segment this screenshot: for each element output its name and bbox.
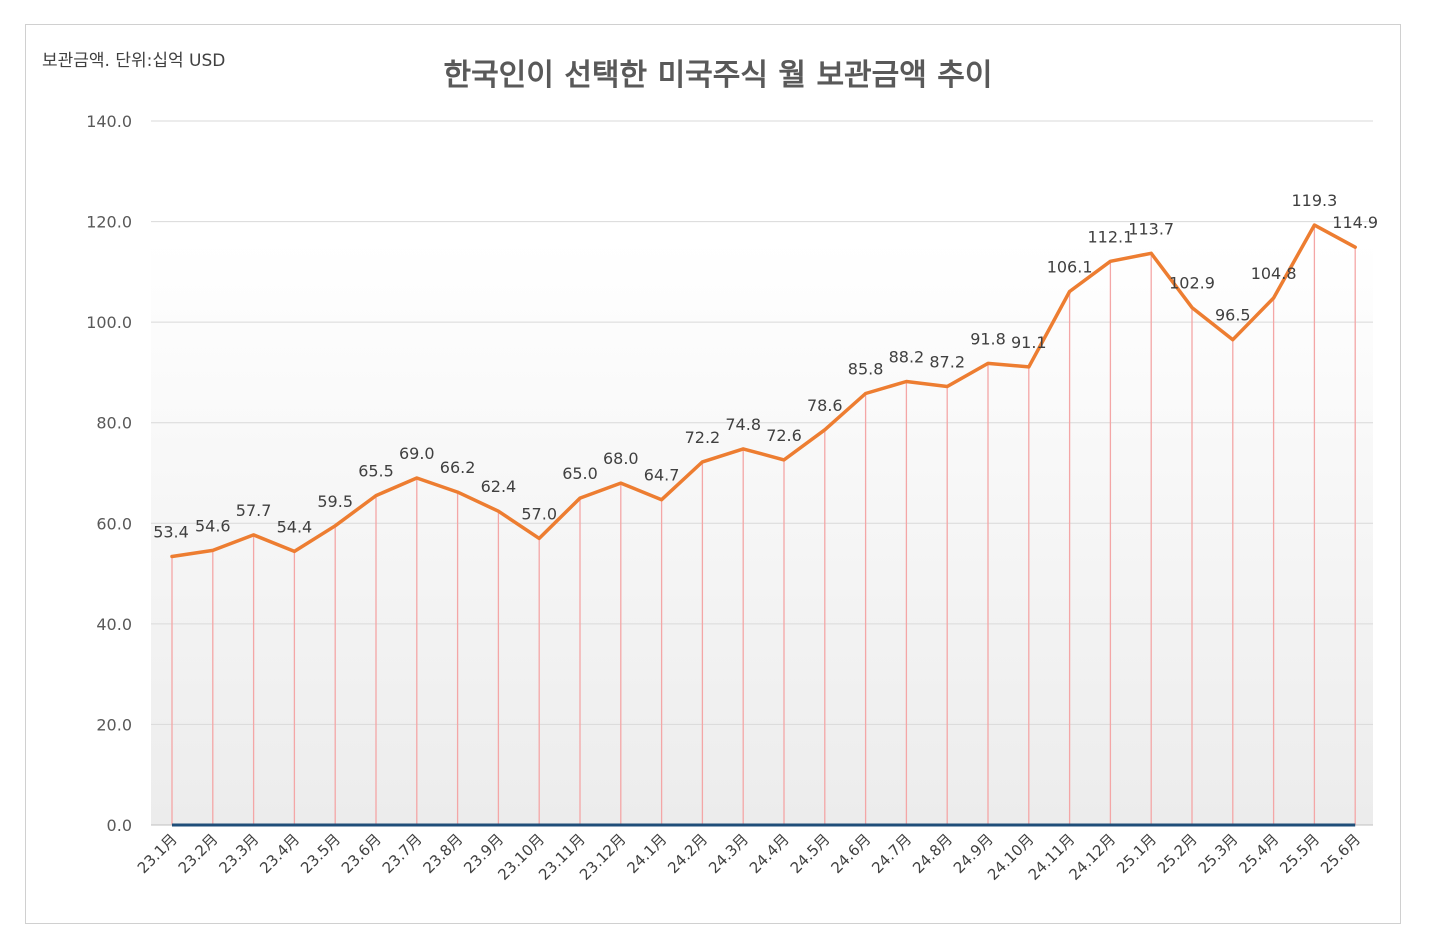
data-labels: 53.4 54.6 57.7 54.459.5 65.5 69.0 66.2 62.457.0… bbox=[153, 191, 1378, 541]
data-label: 57.7 bbox=[236, 501, 272, 520]
x-tick-label: 23.5月 bbox=[297, 830, 344, 877]
data-label: 85.8 bbox=[848, 360, 884, 379]
y-tick-label: 80.0 bbox=[96, 414, 132, 433]
data-label: 119.3 bbox=[1291, 191, 1337, 210]
data-label: 68.0 bbox=[603, 449, 639, 468]
data-label: 104.8 bbox=[1251, 264, 1297, 283]
x-tick-label: 24.3月 bbox=[705, 830, 752, 877]
data-label: 91.1 bbox=[1011, 333, 1047, 352]
y-axis-ticks: 0.0 20.0 40.0 60.0 80.0 100.0 120.0 140.0 bbox=[86, 112, 132, 835]
data-label: 78.6 bbox=[807, 396, 843, 415]
data-label: 64.7 bbox=[644, 466, 680, 485]
data-label: 114.9 bbox=[1332, 213, 1378, 232]
x-tick-label: 24.2月 bbox=[664, 830, 711, 877]
x-tick-label: 24.5月 bbox=[787, 830, 834, 877]
y-tick-label: 0.0 bbox=[107, 816, 132, 835]
data-label: 113.7 bbox=[1128, 219, 1174, 238]
x-tick-label: 23.7月 bbox=[379, 830, 426, 877]
y-tick-label: 100.0 bbox=[86, 313, 132, 332]
data-label: 106.1 bbox=[1047, 257, 1093, 276]
chart-title: 한국인이 선택한 미국주식 월 보관금액 추이 bbox=[443, 58, 993, 93]
data-label: 66.2 bbox=[440, 458, 476, 477]
data-label: 112.1 bbox=[1087, 227, 1133, 246]
x-tick-label: 23.4月 bbox=[256, 830, 303, 877]
data-label: 62.4 bbox=[481, 477, 517, 496]
y-tick-label: 120.0 bbox=[86, 213, 132, 232]
data-label: 59.5 bbox=[317, 492, 353, 511]
data-label: 54.4 bbox=[277, 517, 313, 536]
x-tick-label: 23.1月 bbox=[134, 830, 181, 877]
data-label: 74.8 bbox=[725, 415, 761, 434]
drop-lines bbox=[171, 225, 1356, 825]
data-label: 91.8 bbox=[970, 329, 1006, 348]
data-label: 72.6 bbox=[766, 426, 802, 445]
x-tick-label: 24.7月 bbox=[868, 830, 915, 877]
data-label: 102.9 bbox=[1169, 274, 1215, 293]
y-tick-label: 140.0 bbox=[86, 112, 132, 131]
series-line bbox=[170, 223, 1357, 559]
x-tick-label: 24.4月 bbox=[746, 830, 793, 877]
x-tick-label: 24.6月 bbox=[827, 830, 874, 877]
x-tick-label: 23.8月 bbox=[419, 830, 466, 877]
x-tick-label: 23.3月 bbox=[215, 830, 262, 877]
data-label: 69.0 bbox=[399, 444, 435, 463]
gridlines bbox=[151, 120, 1373, 725]
y-tick-label: 40.0 bbox=[96, 615, 132, 634]
data-label: 53.4 bbox=[153, 522, 189, 541]
data-label: 65.0 bbox=[562, 464, 598, 483]
x-tick-label: 25.2月 bbox=[1154, 830, 1201, 877]
x-tick-label: 24.8月 bbox=[909, 830, 956, 877]
data-label: 72.2 bbox=[685, 428, 721, 447]
data-label: 54.6 bbox=[195, 516, 231, 535]
x-tick-label: 24.1月 bbox=[623, 830, 670, 877]
y-tick-label: 20.0 bbox=[96, 715, 132, 734]
x-tick-label: 23.2月 bbox=[175, 830, 222, 877]
data-label: 88.2 bbox=[889, 347, 925, 366]
data-label: 57.0 bbox=[521, 504, 557, 523]
x-tick-label: 23.6月 bbox=[338, 830, 385, 877]
x-tick-label: 25.5月 bbox=[1276, 830, 1323, 877]
unit-label: 보관금액. 단위:십억 USD bbox=[42, 51, 226, 71]
x-tick-label: 25.4月 bbox=[1235, 830, 1282, 877]
x-axis-ticks: 23.1月23.2月23.3月23.4月23.5月23.6月23.7月23.8月… bbox=[134, 830, 1364, 884]
y-tick-label: 60.0 bbox=[96, 514, 132, 533]
plot-area bbox=[151, 240, 1373, 825]
x-tick-label: 25.3月 bbox=[1195, 830, 1242, 877]
data-label: 65.5 bbox=[358, 462, 394, 481]
data-label: 96.5 bbox=[1215, 306, 1251, 325]
data-label: 87.2 bbox=[929, 353, 965, 372]
x-tick-label: 25.1月 bbox=[1113, 830, 1160, 877]
x-tick-label: 25.6月 bbox=[1317, 830, 1364, 877]
series-line-path bbox=[170, 223, 1357, 559]
